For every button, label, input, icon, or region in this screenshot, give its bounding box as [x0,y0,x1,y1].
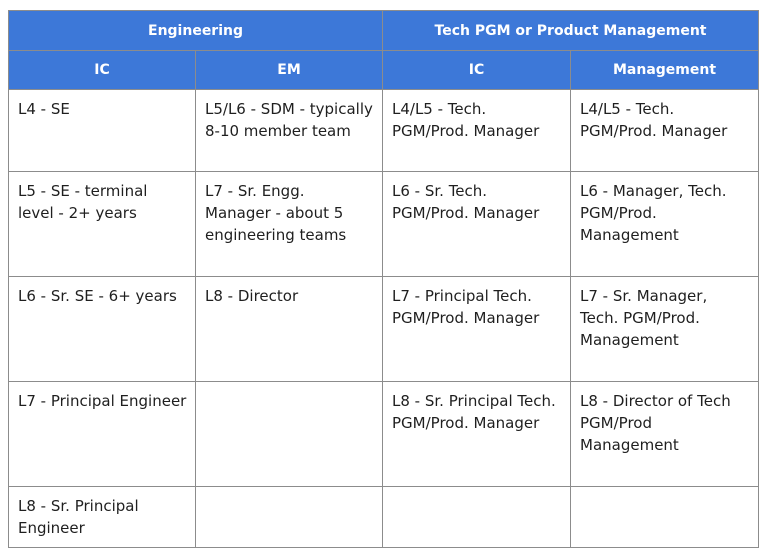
table-cell [195,486,383,548]
engineering-em-header: EM [195,50,383,90]
sub-header-row: IC EM IC Management [8,50,759,90]
table-cell: L7 - Principal Engineer [8,381,196,487]
tech-pgm-group-header: Tech PGM or Product Management [382,10,759,51]
table-cell: L8 - Director of Tech PGM/Prod Managemen… [570,381,759,487]
table-cell: L7 - Sr. Manager, Tech. PGM/Prod. Manage… [570,276,759,382]
career-levels-table: Engineering Tech PGM or Product Manageme… [8,10,759,548]
engineering-group-header: Engineering [8,10,383,51]
table-cell: L7 - Principal Tech. PGM/Prod. Manager [382,276,571,382]
table-cell [382,486,571,548]
table-cell: L6 - Sr. SE - 6+ years [8,276,196,382]
table-cell: L5/L6 - SDM - typically 8-10 member team [195,89,383,172]
group-header-row: Engineering Tech PGM or Product Manageme… [8,10,759,51]
table-cell: L8 - Director [195,276,383,382]
table-cell: L8 - Sr. Principal Tech. PGM/Prod. Manag… [382,381,571,487]
table-cell: L4/L5 - Tech. PGM/Prod. Manager [570,89,759,172]
table-row: L7 - Principal Engineer L8 - Sr. Princip… [8,381,759,487]
table-cell: L6 - Sr. Tech. PGM/Prod. Manager [382,171,571,277]
table-cell [195,381,383,487]
table-cell: L4/L5 - Tech. PGM/Prod. Manager [382,89,571,172]
table-cell: L8 - Sr. Principal Engineer [8,486,196,548]
table-row: L5 - SE - terminal level - 2+ years L7 -… [8,171,759,277]
tech-pgm-ic-header: IC [382,50,571,90]
table-cell: L6 - Manager, Tech. PGM/Prod. Management [570,171,759,277]
table-row: L4 - SE L5/L6 - SDM - typically 8-10 mem… [8,89,759,172]
tech-pgm-management-header: Management [570,50,759,90]
table-cell: L5 - SE - terminal level - 2+ years [8,171,196,277]
table-cell: L7 - Sr. Engg. Manager - about 5 enginee… [195,171,383,277]
table-row: L8 - Sr. Principal Engineer [8,486,759,548]
table-cell [570,486,759,548]
table-row: L6 - Sr. SE - 6+ years L8 - Director L7 … [8,276,759,382]
table-cell: L4 - SE [8,89,196,172]
engineering-ic-header: IC [8,50,196,90]
